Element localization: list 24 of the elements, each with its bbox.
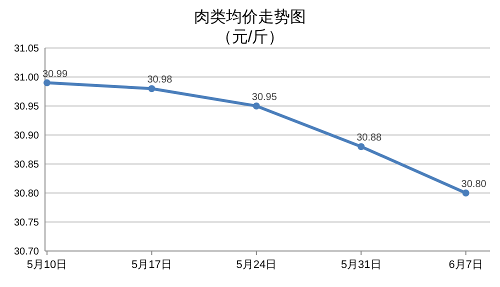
- text: 30.95: [252, 92, 277, 103]
- y-tick-label: 30.95: [14, 102, 40, 112]
- chart-title: 肉类均价走势图: [194, 8, 306, 26]
- chart-subtitle: （元/斤）: [216, 28, 284, 46]
- y-tick-label: 31.05: [14, 44, 40, 54]
- point: [462, 190, 470, 196]
- text: 30.80: [461, 179, 486, 190]
- x-tick-label: 6月7日: [448, 259, 483, 271]
- x-tick-label: 5月24日: [236, 259, 277, 271]
- y-tick-label: 30.70: [14, 246, 40, 258]
- y-tick-label: 31.00: [14, 72, 40, 84]
- y-tick-label: 30.85: [14, 160, 40, 170]
- x-tick-label: 5月10日: [26, 259, 68, 271]
- x-tick-label: 5月31日: [340, 259, 382, 271]
- point: [358, 143, 365, 150]
- text: 30.98: [147, 74, 172, 86]
- y-tick-label: 30.80: [14, 188, 40, 200]
- y-tick-label: 30.90: [14, 130, 40, 142]
- x-tick-label: 5月17日: [132, 259, 172, 271]
- point: [148, 85, 156, 92]
- point: [44, 79, 50, 86]
- y-tick-label: 30.75: [14, 218, 40, 228]
- text: 30.88: [356, 132, 382, 144]
- point: [252, 102, 260, 110]
